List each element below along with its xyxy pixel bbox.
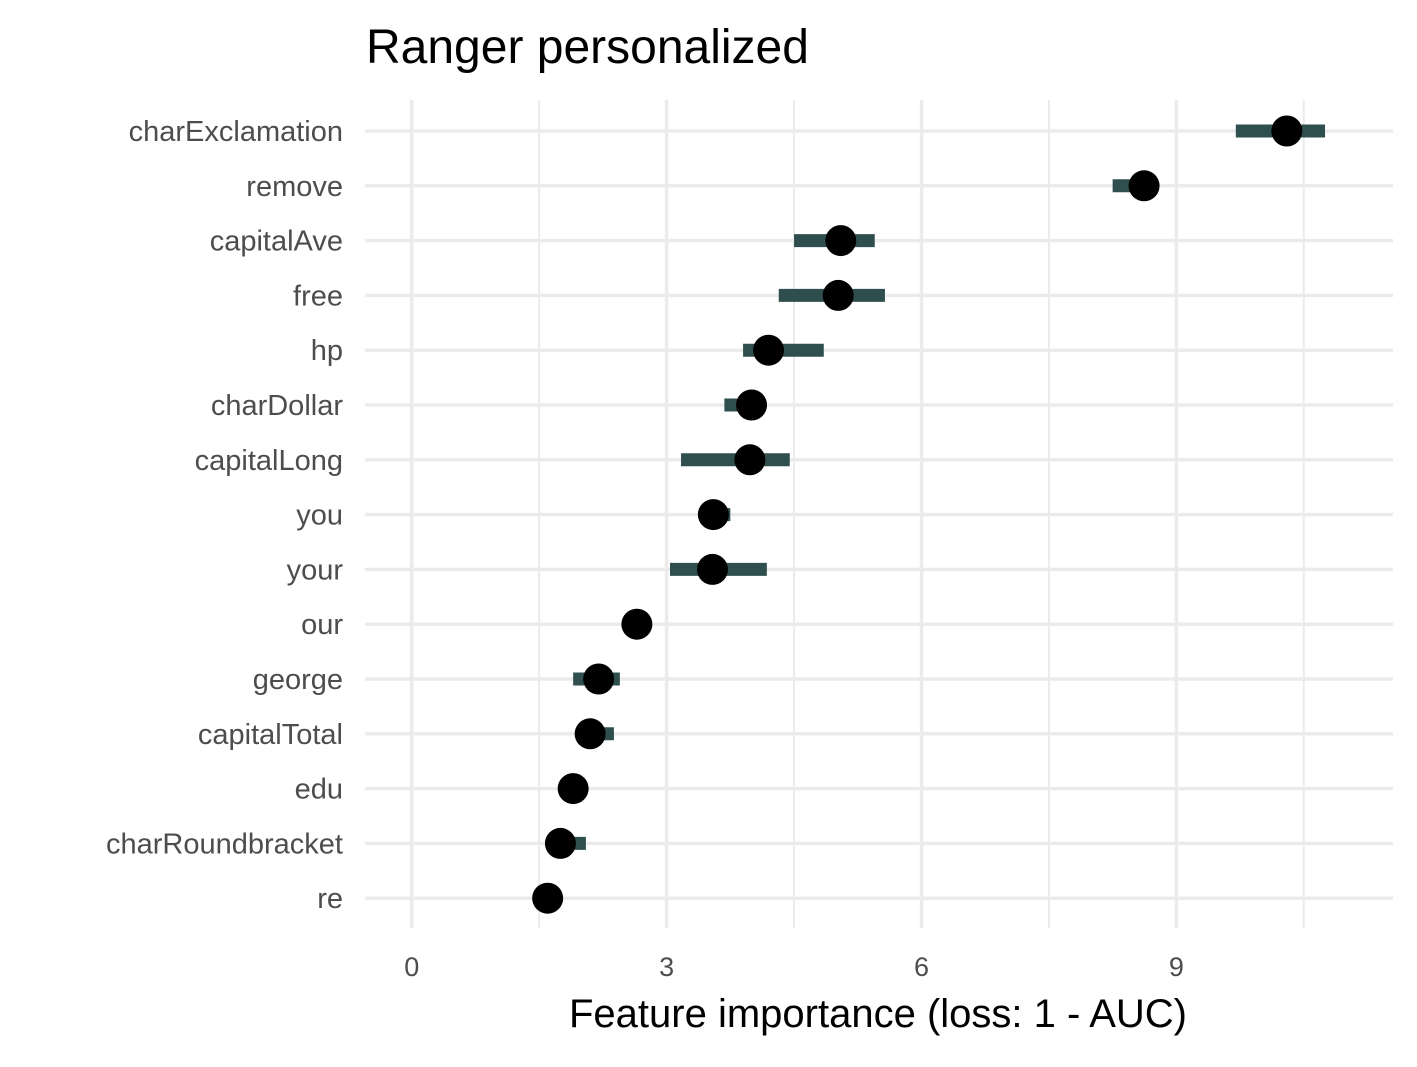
y-tick-label: you: [296, 500, 343, 532]
y-tick-label: edu: [295, 774, 343, 806]
y-axis-tick-labels: charExclamation remove capitalAve free hp cha…: [106, 116, 343, 915]
y-tick-label: charExclamation: [129, 116, 343, 148]
importance-point: [532, 882, 564, 914]
importance-point: [697, 499, 729, 531]
y-tick-label: george: [253, 664, 343, 696]
x-axis-label: Feature importance (loss: 1 - AUC): [569, 992, 1187, 1036]
importance-point: [753, 334, 785, 366]
y-tick-label: free: [293, 280, 343, 312]
importance-point: [1128, 170, 1160, 202]
importance-point: [696, 553, 728, 585]
importance-point: [574, 718, 606, 750]
y-tick-label: our: [301, 609, 343, 641]
x-tick-label: 0: [404, 952, 419, 982]
y-tick-label: charDollar: [211, 390, 343, 422]
importance-point: [822, 279, 854, 311]
x-tick-label: 3: [659, 952, 674, 982]
y-tick-label: remove: [246, 171, 343, 203]
grid-layer: [365, 100, 1393, 928]
importance-point: [736, 389, 768, 421]
importance-point: [825, 225, 857, 257]
y-tick-label: charRoundbracket: [106, 828, 343, 860]
importance-point: [583, 663, 615, 695]
y-tick-label: hp: [311, 335, 343, 367]
y-tick-label: re: [317, 883, 343, 915]
importance-point: [734, 444, 766, 476]
x-tick-label: 6: [914, 952, 929, 982]
importance-point: [621, 608, 653, 640]
y-tick-label: capitalLong: [195, 445, 343, 477]
importance-point: [557, 773, 589, 805]
y-tick-label: capitalTotal: [198, 719, 343, 751]
y-tick-label: your: [287, 554, 344, 586]
point-layer: [532, 115, 1303, 914]
x-axis-tick-labels: 0 3 6 9: [404, 952, 1184, 982]
importance-point: [544, 827, 576, 859]
x-tick-label: 9: [1169, 952, 1184, 982]
importance-point: [1271, 115, 1303, 147]
y-tick-label: capitalAve: [210, 226, 343, 258]
chart-title: Ranger personalized: [366, 21, 809, 74]
